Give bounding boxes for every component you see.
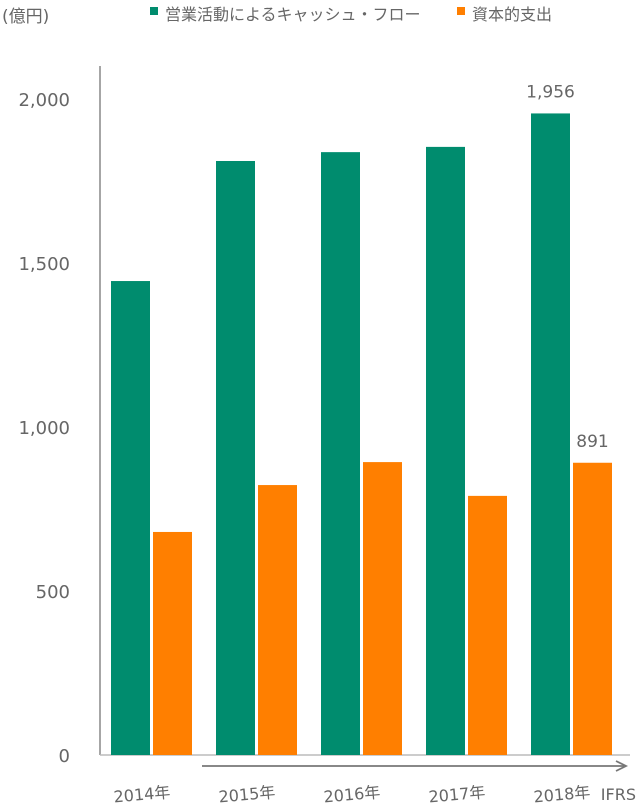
x-tick-label: 2016年 bbox=[323, 783, 381, 807]
legend-swatch bbox=[150, 7, 158, 15]
data-label: 1,956 bbox=[526, 82, 575, 102]
bar-capex bbox=[363, 462, 402, 755]
bar-capex bbox=[573, 462, 612, 755]
arrow-head-icon bbox=[615, 760, 629, 772]
x-tick-label: 2014年 bbox=[113, 783, 171, 807]
legend-label: 資本的支出 bbox=[472, 5, 552, 24]
bar-capex bbox=[153, 531, 192, 755]
y-tick-label: 1,500 bbox=[18, 254, 70, 275]
ifrs-label: IFRS bbox=[601, 785, 636, 804]
y-tick-label: 0 bbox=[59, 746, 70, 767]
bar-capex bbox=[258, 485, 297, 755]
bar-operating-cf bbox=[111, 281, 150, 755]
legend-swatch bbox=[457, 7, 465, 15]
x-tick-label: 2018年 bbox=[533, 783, 591, 807]
x-tick-label: 2017年 bbox=[428, 783, 486, 807]
y-tick-label: 1,000 bbox=[18, 418, 70, 439]
legend-label: 営業活動によるキャッシュ・フロー bbox=[165, 5, 421, 24]
bar-operating-cf bbox=[531, 113, 570, 755]
x-tick-label: 2015年 bbox=[218, 783, 276, 807]
bar-operating-cf bbox=[216, 160, 255, 755]
unit-label: (億円) bbox=[2, 7, 49, 27]
bar-operating-cf bbox=[426, 146, 465, 755]
y-tick-label: 500 bbox=[36, 582, 70, 603]
y-tick-label: 2,000 bbox=[18, 90, 70, 111]
bar-operating-cf bbox=[321, 152, 360, 756]
bar-capex bbox=[468, 495, 507, 755]
data-label: 891 bbox=[576, 432, 608, 452]
